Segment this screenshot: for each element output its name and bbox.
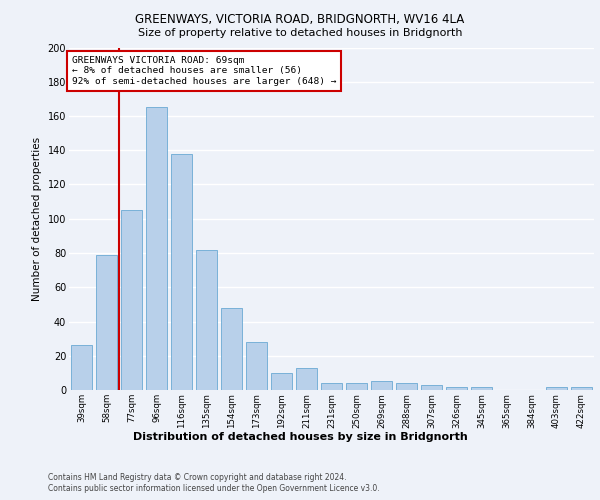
Text: GREENWAYS VICTORIA ROAD: 69sqm
← 8% of detached houses are smaller (56)
92% of s: GREENWAYS VICTORIA ROAD: 69sqm ← 8% of d…	[71, 56, 336, 86]
Bar	[71, 346, 92, 390]
Text: GREENWAYS, VICTORIA ROAD, BRIDGNORTH, WV16 4LA: GREENWAYS, VICTORIA ROAD, BRIDGNORTH, WV…	[136, 12, 464, 26]
Bar	[446, 386, 467, 390]
Bar	[371, 382, 392, 390]
Bar	[196, 250, 217, 390]
Text: Contains HM Land Registry data © Crown copyright and database right 2024.: Contains HM Land Registry data © Crown c…	[48, 472, 347, 482]
Bar	[96, 254, 117, 390]
Bar	[146, 108, 167, 390]
Bar	[471, 386, 492, 390]
Bar	[296, 368, 317, 390]
Bar	[346, 383, 367, 390]
Text: Distribution of detached houses by size in Bridgnorth: Distribution of detached houses by size …	[133, 432, 467, 442]
Bar	[271, 373, 292, 390]
Bar	[571, 386, 592, 390]
Text: Contains public sector information licensed under the Open Government Licence v3: Contains public sector information licen…	[48, 484, 380, 493]
Bar	[171, 154, 192, 390]
Text: Size of property relative to detached houses in Bridgnorth: Size of property relative to detached ho…	[138, 28, 462, 38]
Bar	[246, 342, 267, 390]
Bar	[546, 386, 567, 390]
Bar	[396, 383, 417, 390]
Bar	[121, 210, 142, 390]
Bar	[321, 383, 342, 390]
Y-axis label: Number of detached properties: Number of detached properties	[32, 136, 42, 301]
Bar	[221, 308, 242, 390]
Bar	[421, 385, 442, 390]
